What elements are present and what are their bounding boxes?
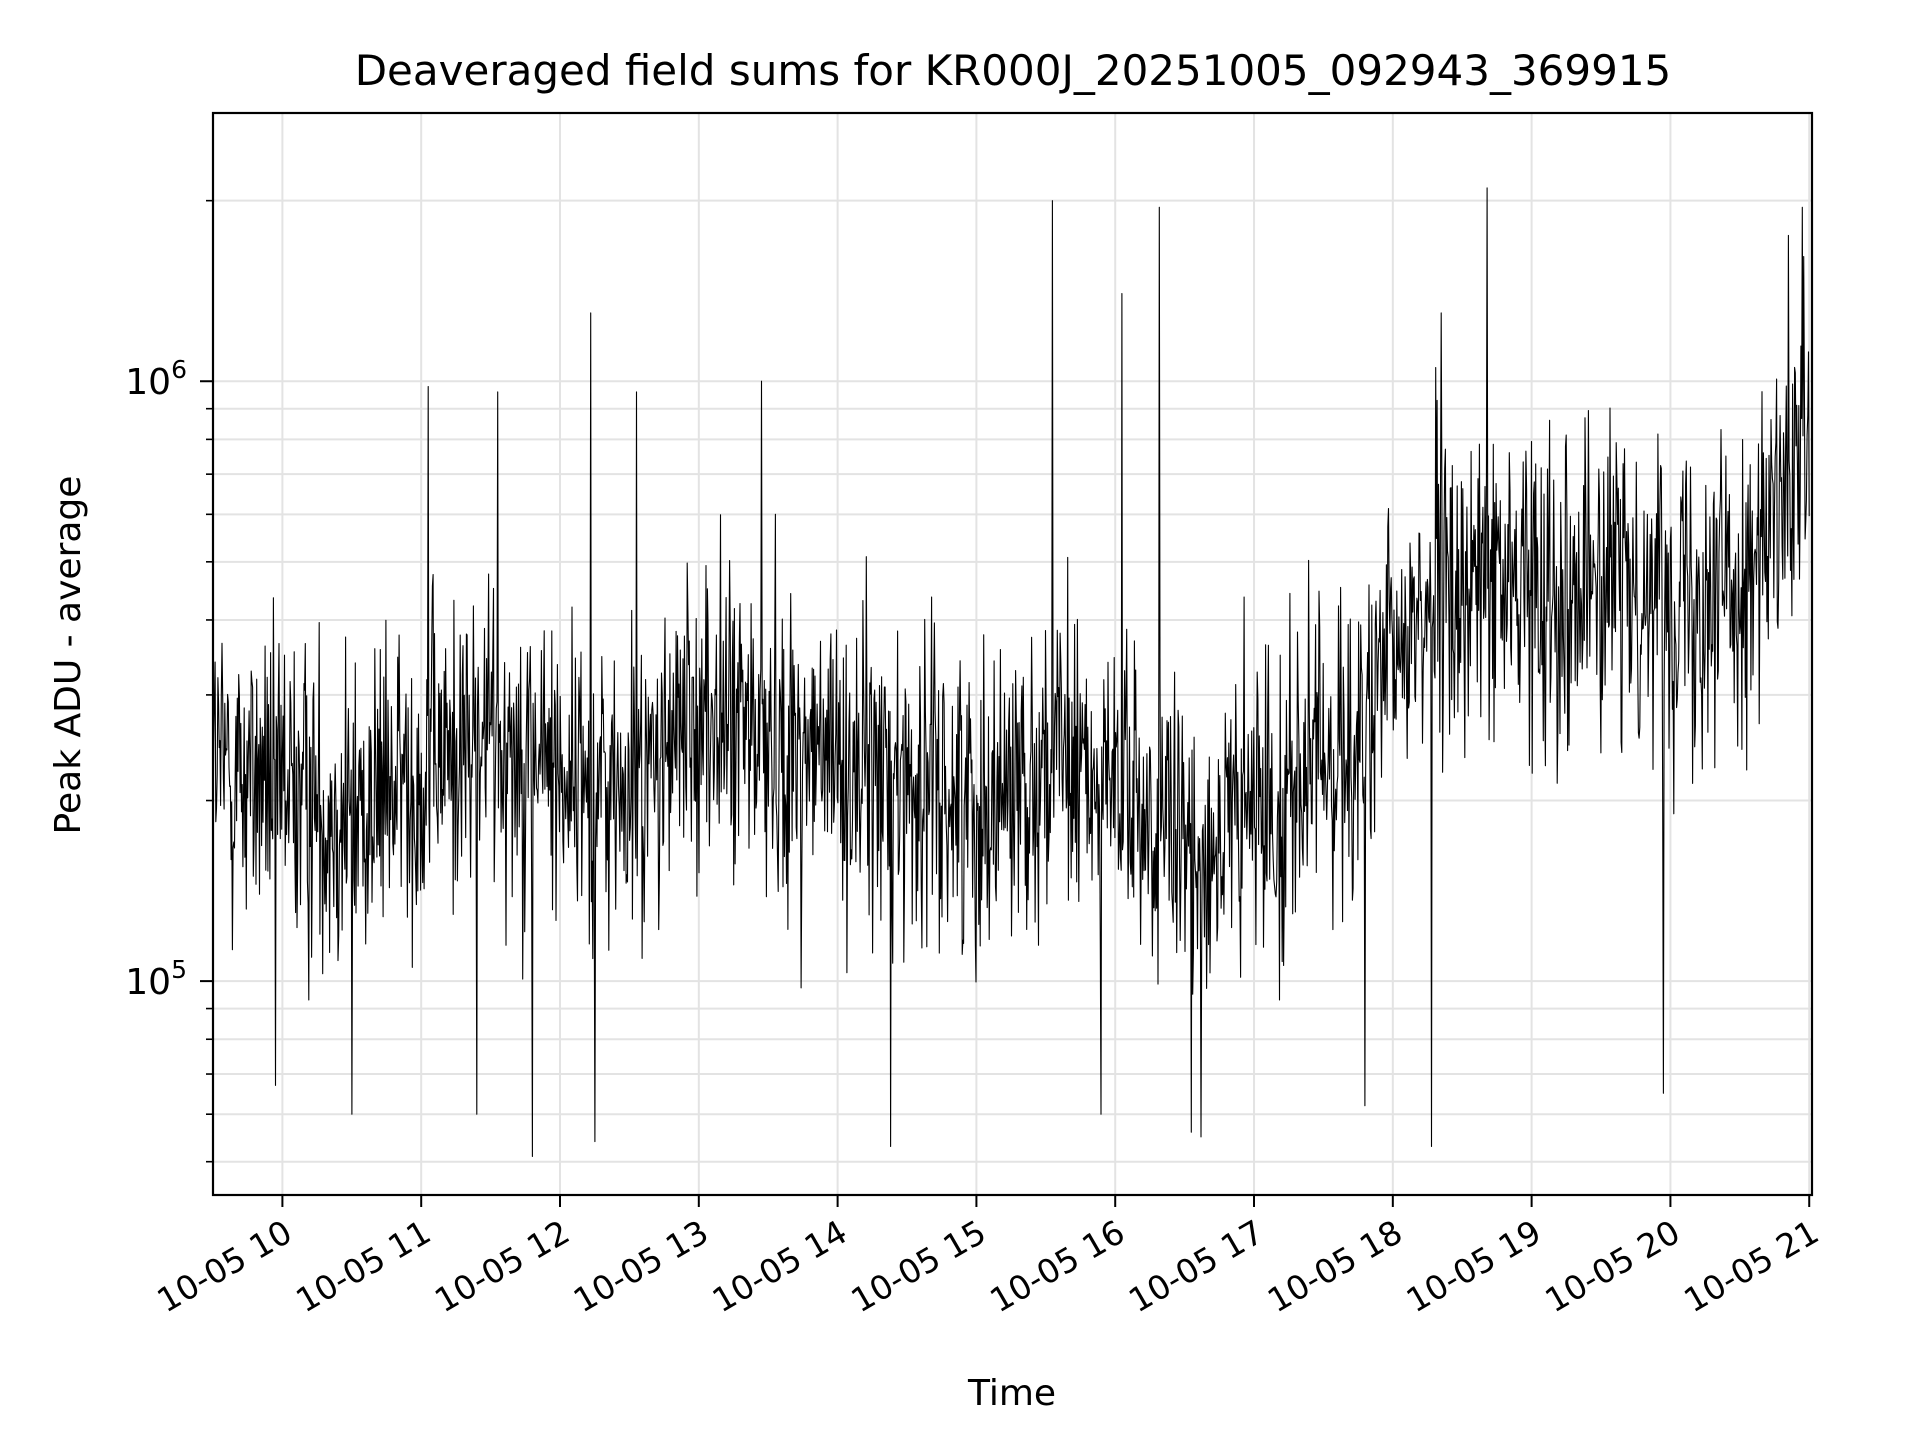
y-axis: 105 106	[125, 199, 213, 1163]
series-layer	[212, 187, 1810, 1158]
y-tick-label: 106	[125, 355, 187, 403]
y-axis-label: Peak ADU - average	[48, 476, 89, 835]
series-line	[212, 187, 1810, 1158]
x-axis-label: Time	[967, 1373, 1056, 1414]
chart-title: Deaveraged field sums for KR000J_2025100…	[355, 46, 1672, 95]
plot-frame	[211, 111, 1814, 1197]
y-tick-label: 105	[125, 955, 187, 1003]
